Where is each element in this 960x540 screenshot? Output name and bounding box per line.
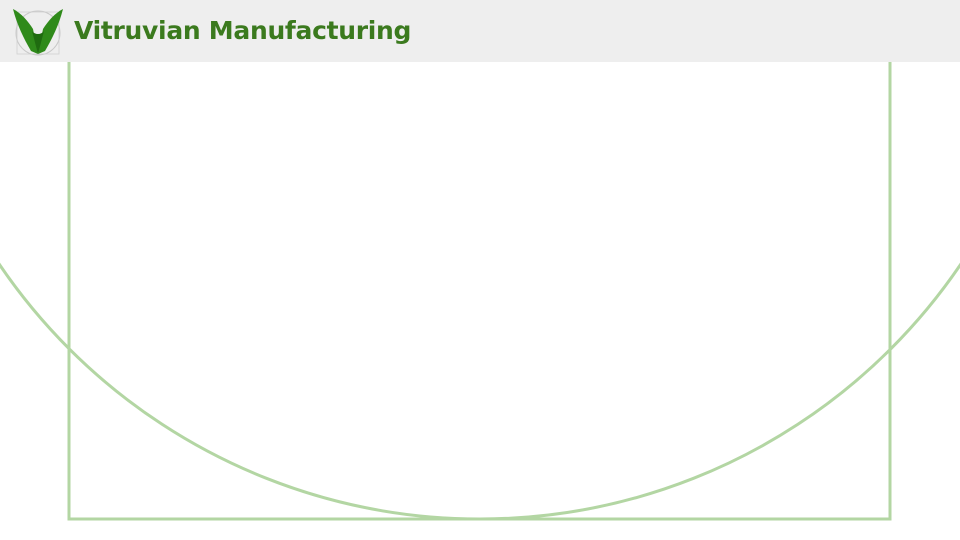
- header-bar: Vitruvian Manufacturing: [0, 0, 960, 62]
- vitruvian-circle: [0, 262, 960, 521]
- company-name: Vitruvian Manufacturing: [74, 16, 412, 45]
- vitruvian-square: [67, 38, 892, 521]
- vitruvian-v-leaf-logo-icon: [13, 9, 63, 56]
